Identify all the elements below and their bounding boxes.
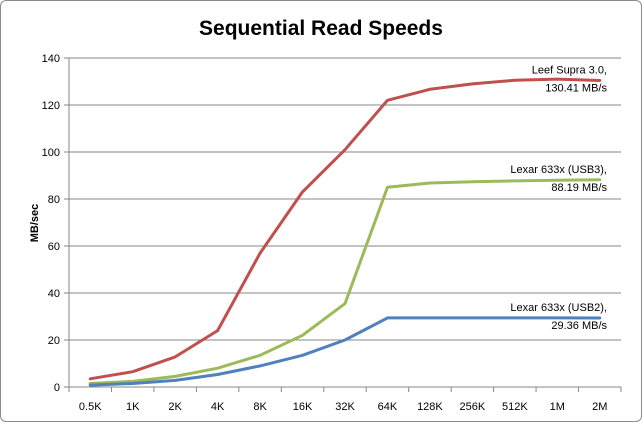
- x-tick-label: 8K: [253, 401, 267, 413]
- annotation-name: Lexar 633x (USB3),: [510, 164, 607, 176]
- annotation-value: 130.41 MB/s: [545, 83, 607, 95]
- y-tick-label: 140: [42, 53, 60, 65]
- x-tick-label: 2K: [168, 401, 182, 413]
- y-tick-labels: 0 20 40 60 80 100 120 140: [42, 53, 60, 394]
- x-tick-label: 16K: [293, 401, 313, 413]
- y-tick-label: 80: [48, 194, 60, 206]
- series-line-0: [88, 77, 602, 381]
- x-tick-label: 32K: [335, 401, 355, 413]
- annotation-name: Lexar 633x (USB2),: [510, 302, 607, 314]
- y-tick-label: 20: [48, 335, 60, 347]
- chart-title: Sequential Read Speeds: [199, 17, 443, 40]
- x-tick-label: 128K: [417, 401, 443, 413]
- series-annotation: Lexar 633x (USB3), 88.19 MB/s: [510, 164, 607, 194]
- annotation-name: Leef Supra 3.0,: [532, 65, 607, 77]
- gridlines: [69, 57, 621, 341]
- series-line-2: [88, 316, 602, 387]
- y-tick-label: 60: [48, 241, 60, 253]
- x-tick-label: 1K: [126, 401, 140, 413]
- x-tick-label: 512K: [502, 401, 528, 413]
- y-tick-label: 100: [42, 147, 60, 159]
- annotation-value: 88.19 MB/s: [551, 182, 607, 194]
- axes: [64, 57, 622, 392]
- x-tick-label: 256K: [460, 401, 486, 413]
- x-tick-labels: 0.5K 1K 2K 4K 8K 16K 32K 64K 128K 256K 512K 1M 2M: [79, 401, 607, 413]
- x-tick-label: 2M: [592, 401, 607, 413]
- annotation-value: 29.36 MB/s: [551, 320, 607, 332]
- series-lines: [88, 77, 602, 387]
- series-annotation: Leef Supra 3.0, 130.41 MB/s: [532, 65, 608, 95]
- series-line-1: [88, 178, 602, 385]
- x-tick-label: 64K: [378, 401, 398, 413]
- y-tick-label: 120: [42, 100, 60, 112]
- series-annotations: Leef Supra 3.0, 130.41 MB/s Lexar 633x (US…: [510, 65, 607, 332]
- x-tick-label: 0.5K: [79, 401, 102, 413]
- y-tick-label: 0: [54, 382, 60, 394]
- x-tick-label: 1M: [550, 401, 565, 413]
- y-tick-label: 40: [48, 288, 60, 300]
- series-annotation: Lexar 633x (USB2), 29.36 MB/s: [510, 302, 607, 332]
- x-tick-label: 4K: [211, 401, 225, 413]
- y-axis-label: MB/sec: [29, 204, 41, 243]
